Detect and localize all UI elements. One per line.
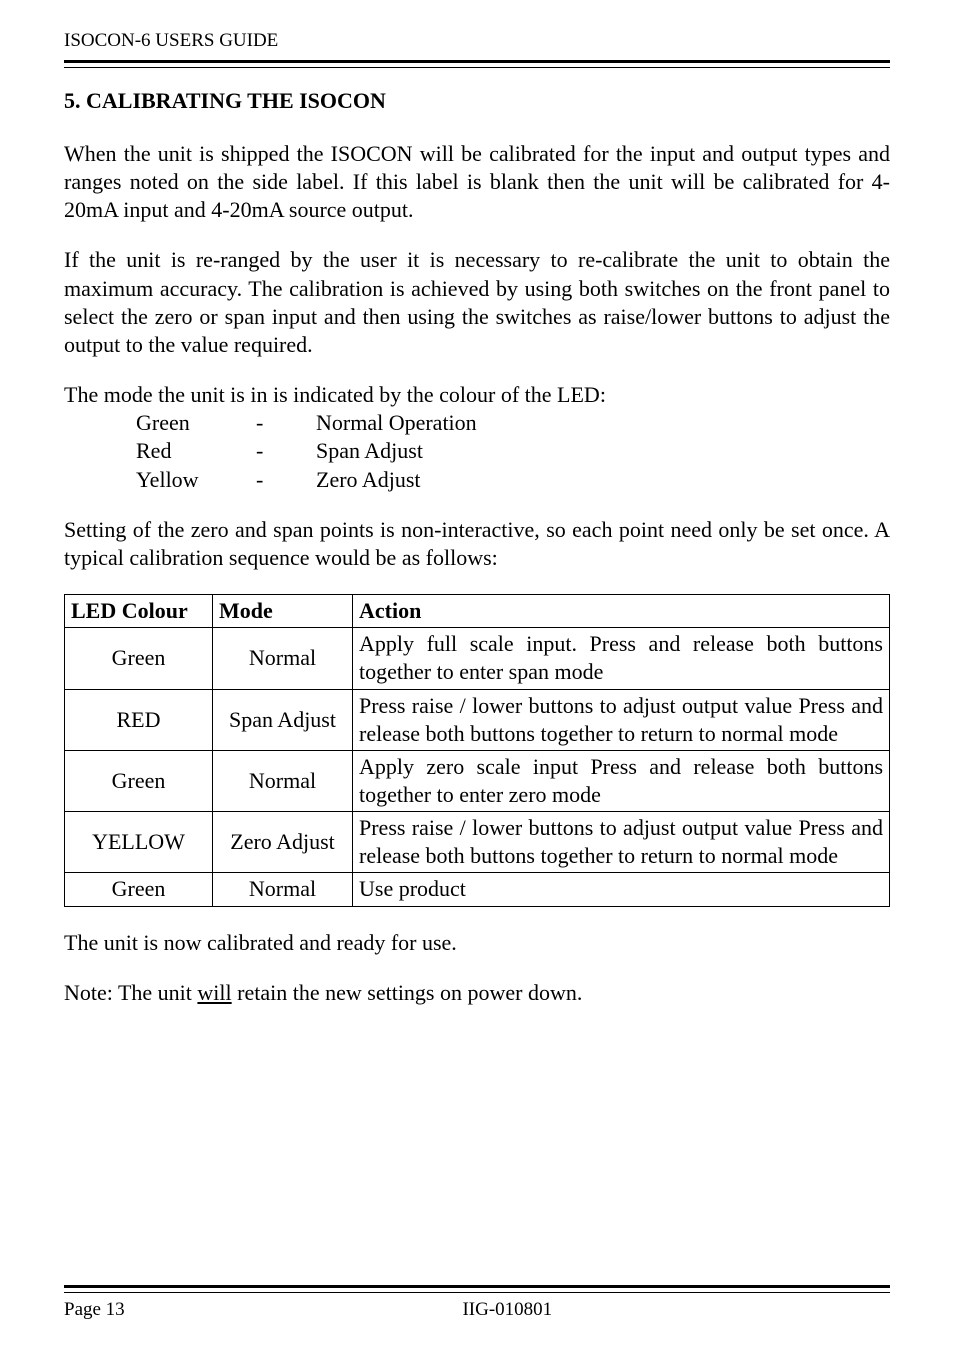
header-rule bbox=[64, 60, 890, 68]
document-header: ISOCON-6 USERS GUIDE bbox=[64, 30, 890, 52]
page: ISOCON-6 USERS GUIDE 5. CALIBRATING THE … bbox=[0, 0, 954, 1351]
mode-desc: Span Adjust bbox=[316, 437, 890, 465]
mode-list: Green - Normal Operation Red - Span Adju… bbox=[136, 409, 890, 493]
mode-row: Green - Normal Operation bbox=[136, 409, 890, 437]
table-cell-action: Apply zero scale input Press and release… bbox=[353, 750, 890, 811]
paragraph-5: The unit is now calibrated and ready for… bbox=[64, 929, 890, 957]
mode-name: Yellow bbox=[136, 466, 256, 494]
table-cell-colour: Green bbox=[65, 628, 213, 689]
mode-name: Green bbox=[136, 409, 256, 437]
table-cell-colour: YELLOW bbox=[65, 812, 213, 873]
table-cell-mode: Span Adjust bbox=[213, 689, 353, 750]
table-cell-action: Use product bbox=[353, 873, 890, 906]
mode-sep: - bbox=[256, 437, 316, 465]
table-row: Green Normal Apply zero scale input Pres… bbox=[65, 750, 890, 811]
table-cell-action: Press raise / lower buttons to adjust ou… bbox=[353, 812, 890, 873]
table-row: Green Normal Use product bbox=[65, 873, 890, 906]
mode-row: Red - Span Adjust bbox=[136, 437, 890, 465]
note-suffix: retain the new settings on power down. bbox=[232, 980, 583, 1005]
table-header-cell: Mode bbox=[213, 595, 353, 628]
mode-desc: Normal Operation bbox=[316, 409, 890, 437]
table-cell-colour: Green bbox=[65, 873, 213, 906]
table-row: Green Normal Apply full scale input. Pre… bbox=[65, 628, 890, 689]
table-row: YELLOW Zero Adjust Press raise / lower b… bbox=[65, 812, 890, 873]
paragraph-4: Setting of the zero and span points is n… bbox=[64, 516, 890, 572]
table-cell-colour: Green bbox=[65, 750, 213, 811]
mode-sep: - bbox=[256, 466, 316, 494]
paragraph-2: If the unit is re-ranged by the user it … bbox=[64, 246, 890, 359]
mode-name: Red bbox=[136, 437, 256, 465]
paragraph-6: Note: The unit will retain the new setti… bbox=[64, 979, 890, 1007]
table-header-row: LED Colour Mode Action bbox=[65, 595, 890, 628]
note-prefix: Note: The unit bbox=[64, 980, 197, 1005]
calibration-table-wrap: LED Colour Mode Action Green Normal Appl… bbox=[64, 594, 890, 907]
table-cell-mode: Zero Adjust bbox=[213, 812, 353, 873]
calibration-table: LED Colour Mode Action Green Normal Appl… bbox=[64, 594, 890, 907]
page-footer: Page 13 IIG-010801 bbox=[64, 1285, 890, 1321]
table-header-cell: LED Colour bbox=[65, 595, 213, 628]
table-cell-mode: Normal bbox=[213, 628, 353, 689]
table-row: RED Span Adjust Press raise / lower butt… bbox=[65, 689, 890, 750]
footer-rule bbox=[64, 1285, 890, 1293]
table-header-cell: Action bbox=[353, 595, 890, 628]
paragraph-1: When the unit is shipped the ISOCON will… bbox=[64, 140, 890, 224]
footer-page-number: Page 13 bbox=[64, 1299, 125, 1321]
table-cell-mode: Normal bbox=[213, 750, 353, 811]
mode-sep: - bbox=[256, 409, 316, 437]
mode-row: Yellow - Zero Adjust bbox=[136, 466, 890, 494]
table-cell-action: Apply full scale input. Press and releas… bbox=[353, 628, 890, 689]
footer-doc-id: IIG-010801 bbox=[462, 1299, 552, 1321]
table-cell-mode: Normal bbox=[213, 873, 353, 906]
paragraph-3: The mode the unit is in is indicated by … bbox=[64, 381, 890, 409]
note-underline: will bbox=[197, 980, 231, 1005]
table-cell-action: Press raise / lower buttons to adjust ou… bbox=[353, 689, 890, 750]
section-title: 5. CALIBRATING THE ISOCON bbox=[64, 88, 890, 114]
table-cell-colour: RED bbox=[65, 689, 213, 750]
mode-desc: Zero Adjust bbox=[316, 466, 890, 494]
